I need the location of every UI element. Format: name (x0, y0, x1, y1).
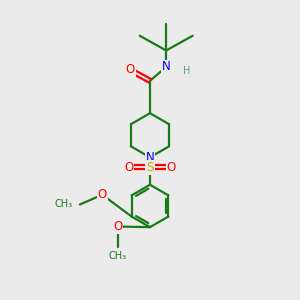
Text: N: N (146, 151, 154, 164)
Text: O: O (113, 220, 122, 233)
Text: H: H (183, 66, 190, 76)
Text: CH₃: CH₃ (54, 200, 73, 209)
Text: O: O (125, 63, 135, 76)
Text: CH₃: CH₃ (109, 251, 127, 261)
Text: S: S (146, 160, 154, 174)
Text: N: N (162, 61, 171, 74)
Text: O: O (124, 160, 133, 174)
Text: O: O (98, 188, 107, 201)
Text: O: O (167, 160, 176, 174)
